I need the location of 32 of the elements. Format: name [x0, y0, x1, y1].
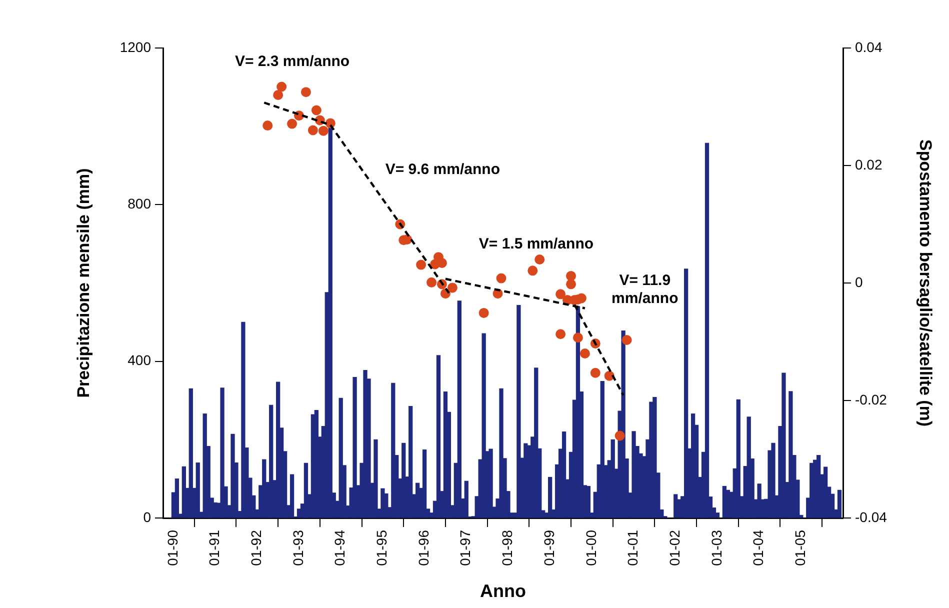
x-tick-label: 01-94	[332, 530, 348, 566]
y2-tick-label: 0.02	[855, 156, 882, 172]
y-tick-label: 1200	[120, 38, 152, 55]
x-tick-label: 01-95	[374, 530, 390, 566]
x-tick-label: 01-99	[540, 530, 557, 566]
x-tick-label: 01-93	[290, 530, 306, 566]
x-tick-label: 01-03	[708, 530, 724, 566]
y-tick-label: 0	[143, 508, 152, 525]
y2-tick-label: -0.04	[855, 508, 888, 525]
y2-axis-title: Spostamento bersaglio/satellite (m)	[916, 139, 936, 427]
annotation: V= 9.6 mm/anno	[385, 161, 500, 178]
annotation: V= 11.9 mm/anno	[612, 272, 678, 308]
x-tick-label: 01-90	[164, 530, 180, 566]
y-tick-label: 800	[128, 196, 152, 212]
x-tick-label: 01-02	[666, 530, 682, 566]
annotation: V= 1.5 mm/anno	[478, 236, 594, 253]
annotation: V= 2.3 mm/anno	[234, 52, 350, 70]
x-tick-label: 01-00	[582, 530, 599, 566]
y-tick-label: 400	[128, 352, 152, 368]
x-tick-label: 01-98	[499, 530, 516, 566]
x-tick-label: 01-96	[415, 530, 432, 566]
x-tick-label: 01-05	[792, 530, 808, 566]
y2-tick-label: 0	[855, 274, 863, 290]
y2-tick-label: -0.02	[855, 391, 888, 408]
x-tick-label: 01-01	[624, 530, 641, 566]
y2-tick-label: 0.04	[855, 38, 882, 55]
x-tick-label: 01-97	[457, 530, 474, 566]
x-tick-label: 01-91	[206, 530, 222, 566]
x-tick-label: 01-92	[248, 530, 264, 566]
x-axis-title: Anno	[480, 581, 526, 602]
y-axis-title: Precipitazione mensile (mm)	[74, 168, 93, 398]
x-tick-label: 01-04	[750, 530, 766, 566]
